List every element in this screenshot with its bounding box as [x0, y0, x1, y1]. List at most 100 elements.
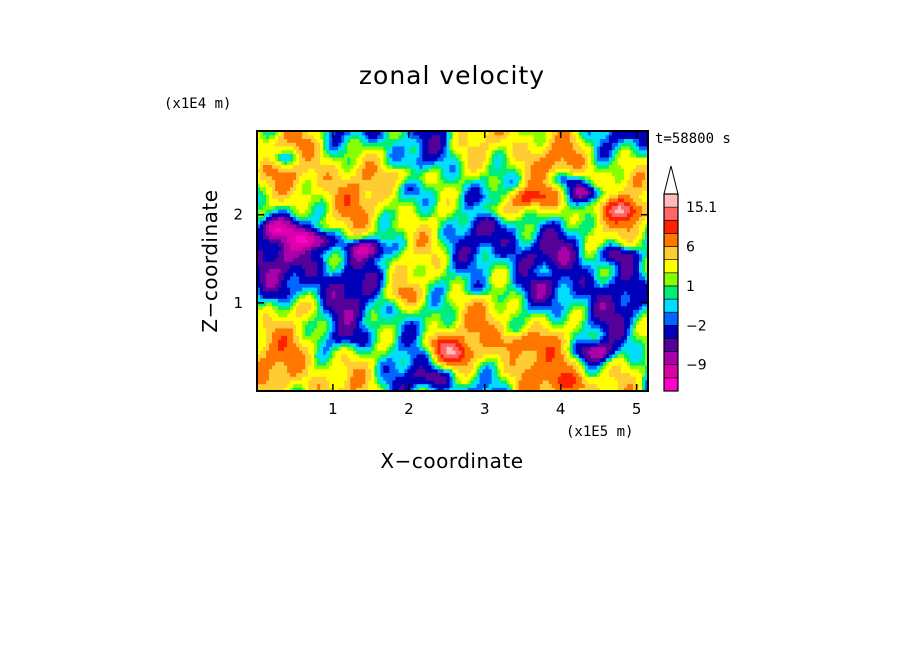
field-cell: [494, 257, 499, 262]
field-cell: [539, 301, 544, 307]
field-cell: [347, 339, 351, 344]
field-cell: [299, 298, 303, 303]
field-cell: [413, 387, 418, 391]
field-cell: [386, 379, 390, 385]
field-cell: [383, 383, 387, 388]
field-cell: [314, 339, 318, 344]
field-cell: [629, 368, 634, 374]
field-cell: [518, 342, 523, 348]
field-cell: [329, 379, 333, 385]
field-cell: [554, 383, 559, 388]
field-cell: [515, 331, 520, 336]
field-cell: [296, 301, 300, 307]
field-cell: [551, 287, 556, 292]
field-cell: [314, 361, 318, 366]
field-cell: [512, 346, 517, 351]
field-cell: [530, 372, 535, 377]
field-cell: [263, 253, 267, 258]
field-cell: [272, 372, 276, 377]
field-cell: [275, 368, 279, 374]
field-cell: [260, 301, 264, 307]
field-cell: [398, 379, 402, 385]
field-cell: [467, 313, 472, 318]
field-cell: [446, 298, 451, 303]
field-cell: [446, 275, 451, 281]
field-cell: [329, 279, 333, 284]
field-cell: [362, 294, 366, 299]
field-cell: [638, 350, 643, 355]
field-cell: [497, 294, 502, 299]
field-cell: [425, 283, 430, 288]
field-cell: [536, 287, 541, 292]
field-cell: [437, 353, 442, 359]
field-cell: [599, 350, 604, 355]
field-cell: [302, 368, 306, 374]
field-cell: [608, 294, 613, 299]
field-cell: [590, 249, 595, 255]
field-cell: [452, 368, 457, 374]
field-cell: [644, 339, 648, 344]
field-cell: [485, 353, 490, 359]
field-cell: [311, 305, 315, 310]
field-cell: [350, 324, 354, 329]
field-cell: [521, 383, 526, 388]
field-cell: [578, 249, 583, 255]
field-cell: [434, 272, 439, 277]
field-cell: [413, 305, 418, 310]
field-cell: [410, 257, 414, 262]
field-cell: [455, 365, 460, 370]
field-cell: [332, 316, 336, 322]
field-cell: [347, 346, 351, 351]
field-cell: [566, 294, 571, 299]
field-cell: [578, 350, 583, 355]
field-cell: [380, 376, 384, 381]
field-cell: [602, 261, 607, 266]
field-cell: [371, 268, 375, 273]
field-cell: [605, 346, 610, 351]
field-cell: [584, 309, 589, 314]
field-cell: [278, 272, 282, 277]
field-cell: [617, 331, 622, 336]
field-cell: [452, 283, 457, 288]
field-cell: [416, 316, 421, 322]
field-cell: [269, 294, 273, 299]
field-cell: [464, 353, 469, 359]
field-cell: [413, 339, 418, 344]
field-cell: [302, 335, 306, 340]
field-cell: [344, 350, 348, 355]
field-cell: [422, 253, 427, 258]
field-cell: [632, 316, 637, 322]
field-cell: [506, 275, 511, 281]
field-cell: [590, 387, 595, 391]
field-cell: [584, 313, 589, 318]
field-cell: [461, 290, 466, 296]
field-cell: [527, 350, 532, 355]
field-cell: [419, 290, 424, 296]
field-cell: [518, 372, 523, 377]
field-cell: [572, 249, 577, 255]
field-cell: [311, 272, 315, 277]
field-cell: [497, 379, 502, 385]
field-cell: [476, 283, 481, 288]
field-cell: [428, 253, 433, 258]
field-cell: [404, 305, 408, 310]
field-cell: [485, 324, 490, 329]
field-cell: [614, 305, 619, 310]
field-cell: [542, 290, 547, 296]
field-cell: [338, 379, 342, 385]
field-cell: [644, 327, 648, 333]
field-cell: [611, 309, 616, 314]
field-cell: [365, 261, 369, 266]
field-cell: [599, 379, 604, 385]
field-cell: [371, 353, 375, 359]
field-cell: [410, 287, 414, 292]
field-cell: [494, 261, 499, 266]
field-cell: [287, 298, 291, 303]
field-cell: [554, 331, 559, 336]
field-cell: [443, 287, 448, 292]
field-cell: [455, 353, 460, 359]
field-cell: [338, 283, 342, 288]
field-cell: [416, 383, 421, 388]
field-cell: [323, 357, 327, 362]
field-cell: [638, 279, 643, 284]
